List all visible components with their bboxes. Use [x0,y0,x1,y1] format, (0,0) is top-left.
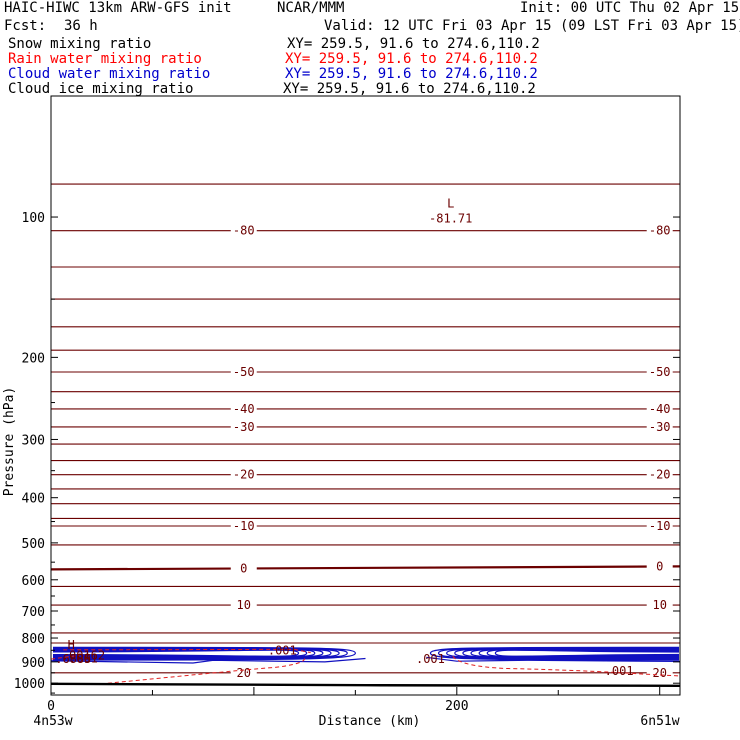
rain-label: .001 [605,664,634,678]
temperature-contour-label: -20 [649,468,671,482]
temperature-contour-label: -30 [233,420,255,434]
contour-label-bg [646,560,673,573]
contour-label-bg [230,402,257,415]
y-tick-label: 400 [22,492,45,507]
y-tick-label: 1000 [14,677,45,692]
contour-label-bg [230,599,257,612]
temperature-contour-label: -40 [649,402,671,416]
contour-label-bg [230,468,257,481]
temperature-contour-label: -20 [233,468,255,482]
forecast-value: 36 h [64,18,98,34]
contour-label-bg [230,420,257,433]
contour-label-bg [646,366,673,379]
y-tick-label: 300 [22,433,45,448]
field-snow-name: Snow mixing ratio [8,36,152,52]
cloud-water-outer-contour [426,656,681,663]
temperature-contour-label: 0 [656,559,663,573]
y-tick-label: 500 [22,537,45,552]
rain-contours: .001.00162.001 [50,644,681,684]
temperature-contour-label: -10 [233,519,255,533]
forecast-label: Fcst: [4,18,47,34]
temperature-contour-label: -30 [649,420,671,434]
contour-label-bg [230,224,257,237]
cloud-water-contour-left [52,649,300,657]
temperature-contour-label: -80 [649,224,671,238]
temperature-contour-label: 0 [240,561,247,575]
cloud-water-high-value: .6885 [55,652,91,666]
contour-label-bg [646,519,673,532]
ground-line [50,682,681,688]
valid-time: Valid: 12 UTC Fri 03 Apr 15 (09 LST Fri … [324,18,740,34]
cloud-water-outer-contour [50,657,366,664]
x-tick-label: 0 [47,699,55,714]
cloud-water-contour-right [494,649,680,657]
temperature-contour-label: 20 [237,666,251,680]
temperature-contour-label: -50 [233,365,255,379]
x-axis-title: Distance (km) [319,714,421,729]
contour-label-bg [646,402,673,415]
low-value-label: -81.71 [429,212,472,226]
temperature-contour-label: 10 [652,598,666,612]
ground-surface-line [50,682,681,688]
contour-label-bg [646,599,673,612]
cloud-water-label: .001 [69,651,98,665]
contour-label-bg [646,420,673,433]
field-cloudice-name: Cloud ice mixing ratio [8,81,194,97]
rain-contour [452,655,681,677]
y-tick-label: 600 [22,574,45,589]
y-tick-label: 100 [22,211,45,226]
cloud-water-high-marker: H [68,638,75,652]
field-cloudwater-name: Cloud water mixing ratio [8,66,211,82]
contour-label-bg [230,519,257,532]
y-tick-label: 900 [22,656,45,671]
contour-label-bg [230,366,257,379]
rain-contour [63,648,311,654]
init-time: Init: 00 UTC Thu 02 Apr 15 [520,0,740,16]
field-snow-xy: XY= 259.5, 91.6 to 274.6,110.2 [287,36,540,52]
cloud-water-contours: H.6885.001.001 [50,638,681,666]
field-rain-name: Rain water mixing ratio [8,51,202,67]
x-tick-label: 200 [445,699,468,714]
center-label: NCAR/MMM [277,0,345,16]
contour-label-bg [646,666,673,679]
temperature-contour-label: -80 [233,224,255,238]
y-tick-label: 800 [22,632,45,647]
field-cloudice-xy: XY= 259.5, 91.6 to 274.6,110.2 [283,81,536,97]
cloud-water-label: .001 [416,652,445,666]
temperature-contour-label: -40 [233,402,255,416]
y-axis-title: Pressure (hPa) [2,387,17,497]
temperature-contour [50,565,681,571]
y-tick-label: 700 [22,605,45,620]
temperature-contour-label: 10 [237,598,251,612]
contour-label-bg [646,468,673,481]
low-marker: L [447,197,454,211]
temperature-contours: -80 -80 -50 -50 -40 -40 -30 -30 -20 -20 -10 -10 0 0 10… [50,183,681,680]
temperature-contour-label: -10 [649,519,671,533]
y-tick-label: 200 [22,351,45,366]
temperature-contour-label: 20 [652,666,666,680]
plot-frame [50,95,681,696]
model-title: HAIC-HIWC 13km ARW-GFS init [4,0,232,16]
field-rain-xy: XY= 259.5, 91.6 to 274.6,110.2 [285,51,538,67]
rain-contour [50,654,80,660]
contour-label-bg [230,562,257,575]
rain-label: .00162 [62,649,105,663]
contour-label-bg [646,224,673,237]
temperature-contour-label: -50 [649,365,671,379]
extremum-label-bg [428,212,473,226]
x-end-label: 6n51w [640,714,679,729]
rain-label: .001 [268,644,297,658]
x-start-label: 4n53w [33,714,72,729]
field-cloudwater-xy: XY= 259.5, 91.6 to 274.6,110.2 [285,66,538,82]
